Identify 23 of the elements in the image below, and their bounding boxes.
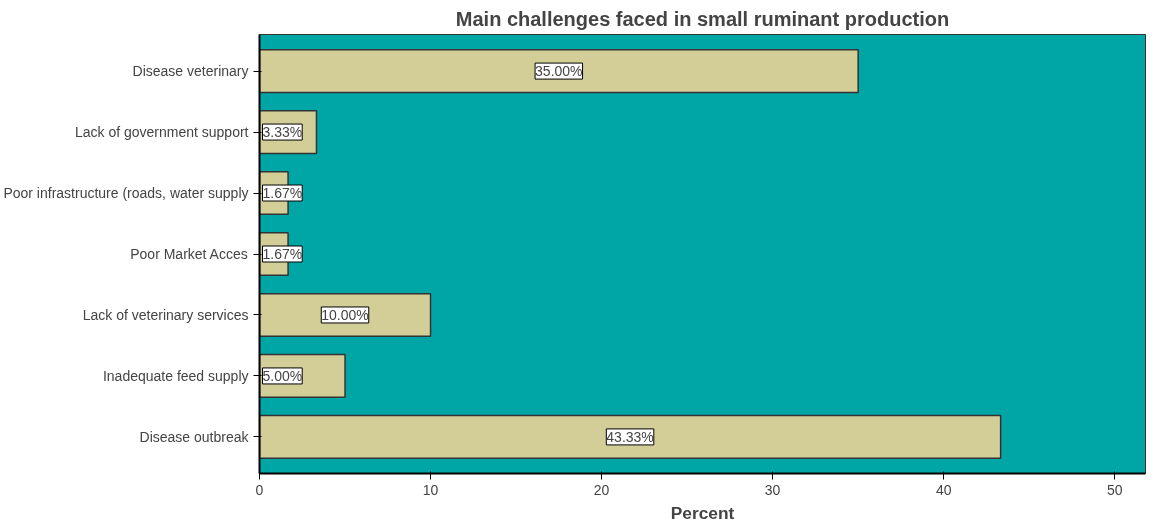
- y-tick-label: Poor infrastructure (roads, water supply: [3, 185, 249, 202]
- bar: [259, 48, 859, 94]
- x-tick-label: 0: [255, 481, 264, 498]
- data-label: 3.33%: [262, 124, 303, 141]
- bar: [259, 292, 432, 338]
- data-label: 10.00%: [321, 306, 369, 323]
- chart-title: Main challenges faced in small ruminant production: [455, 7, 950, 30]
- x-tick-label: 50: [1106, 481, 1123, 498]
- y-tick-label: Lack of government support: [74, 124, 249, 141]
- x-tick-label: 20: [593, 481, 610, 498]
- x-tick-label: 40: [935, 481, 952, 498]
- data-label: 1.67%: [262, 246, 303, 262]
- y-tick-label: Disease veterinary: [132, 63, 249, 80]
- x-tick-label: 30: [764, 481, 781, 498]
- y-tick-label: Disease outbreak: [139, 428, 250, 445]
- bar: [259, 414, 1002, 460]
- y-tick-label: Poor Market Acces: [130, 246, 248, 262]
- data-label: 1.67%: [262, 185, 303, 202]
- data-label: 5.00%: [262, 367, 303, 384]
- y-tick-label: Lack of veterinary services: [82, 306, 249, 323]
- x-axis-title: Percent: [670, 502, 735, 523]
- x-tick-label: 10: [422, 481, 439, 498]
- y-tick-label: Inadequate feed supply: [102, 367, 249, 384]
